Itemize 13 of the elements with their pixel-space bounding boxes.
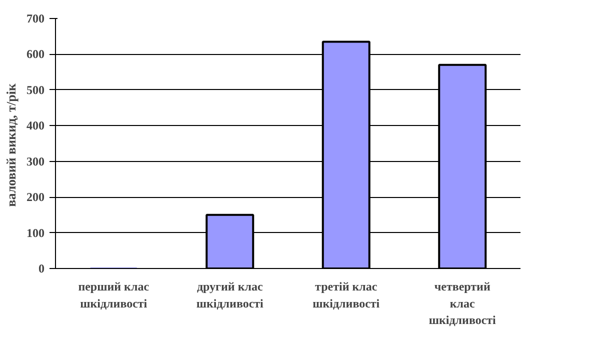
y-tick-label: 600 <box>26 47 44 62</box>
y-tick-label: 400 <box>26 118 44 133</box>
y-tick-label: 300 <box>26 154 44 168</box>
y-tick-label: 100 <box>26 226 44 240</box>
x-tick-label: четвертий клас шкідливості <box>428 280 497 328</box>
x-tick-label: третій клас шкідливості <box>312 280 380 310</box>
x-tick-label: перший клас шкідливості <box>78 280 150 310</box>
y-tick-label: 200 <box>26 190 44 204</box>
y-tick-label: 0 <box>38 262 44 276</box>
x-tick-label: другий клас шкідливості <box>196 280 264 310</box>
y-tick-label: 700 <box>26 12 44 26</box>
y-tick-label: 500 <box>26 82 44 97</box>
y-axis-title: валовий викид, т/рік <box>4 82 18 207</box>
